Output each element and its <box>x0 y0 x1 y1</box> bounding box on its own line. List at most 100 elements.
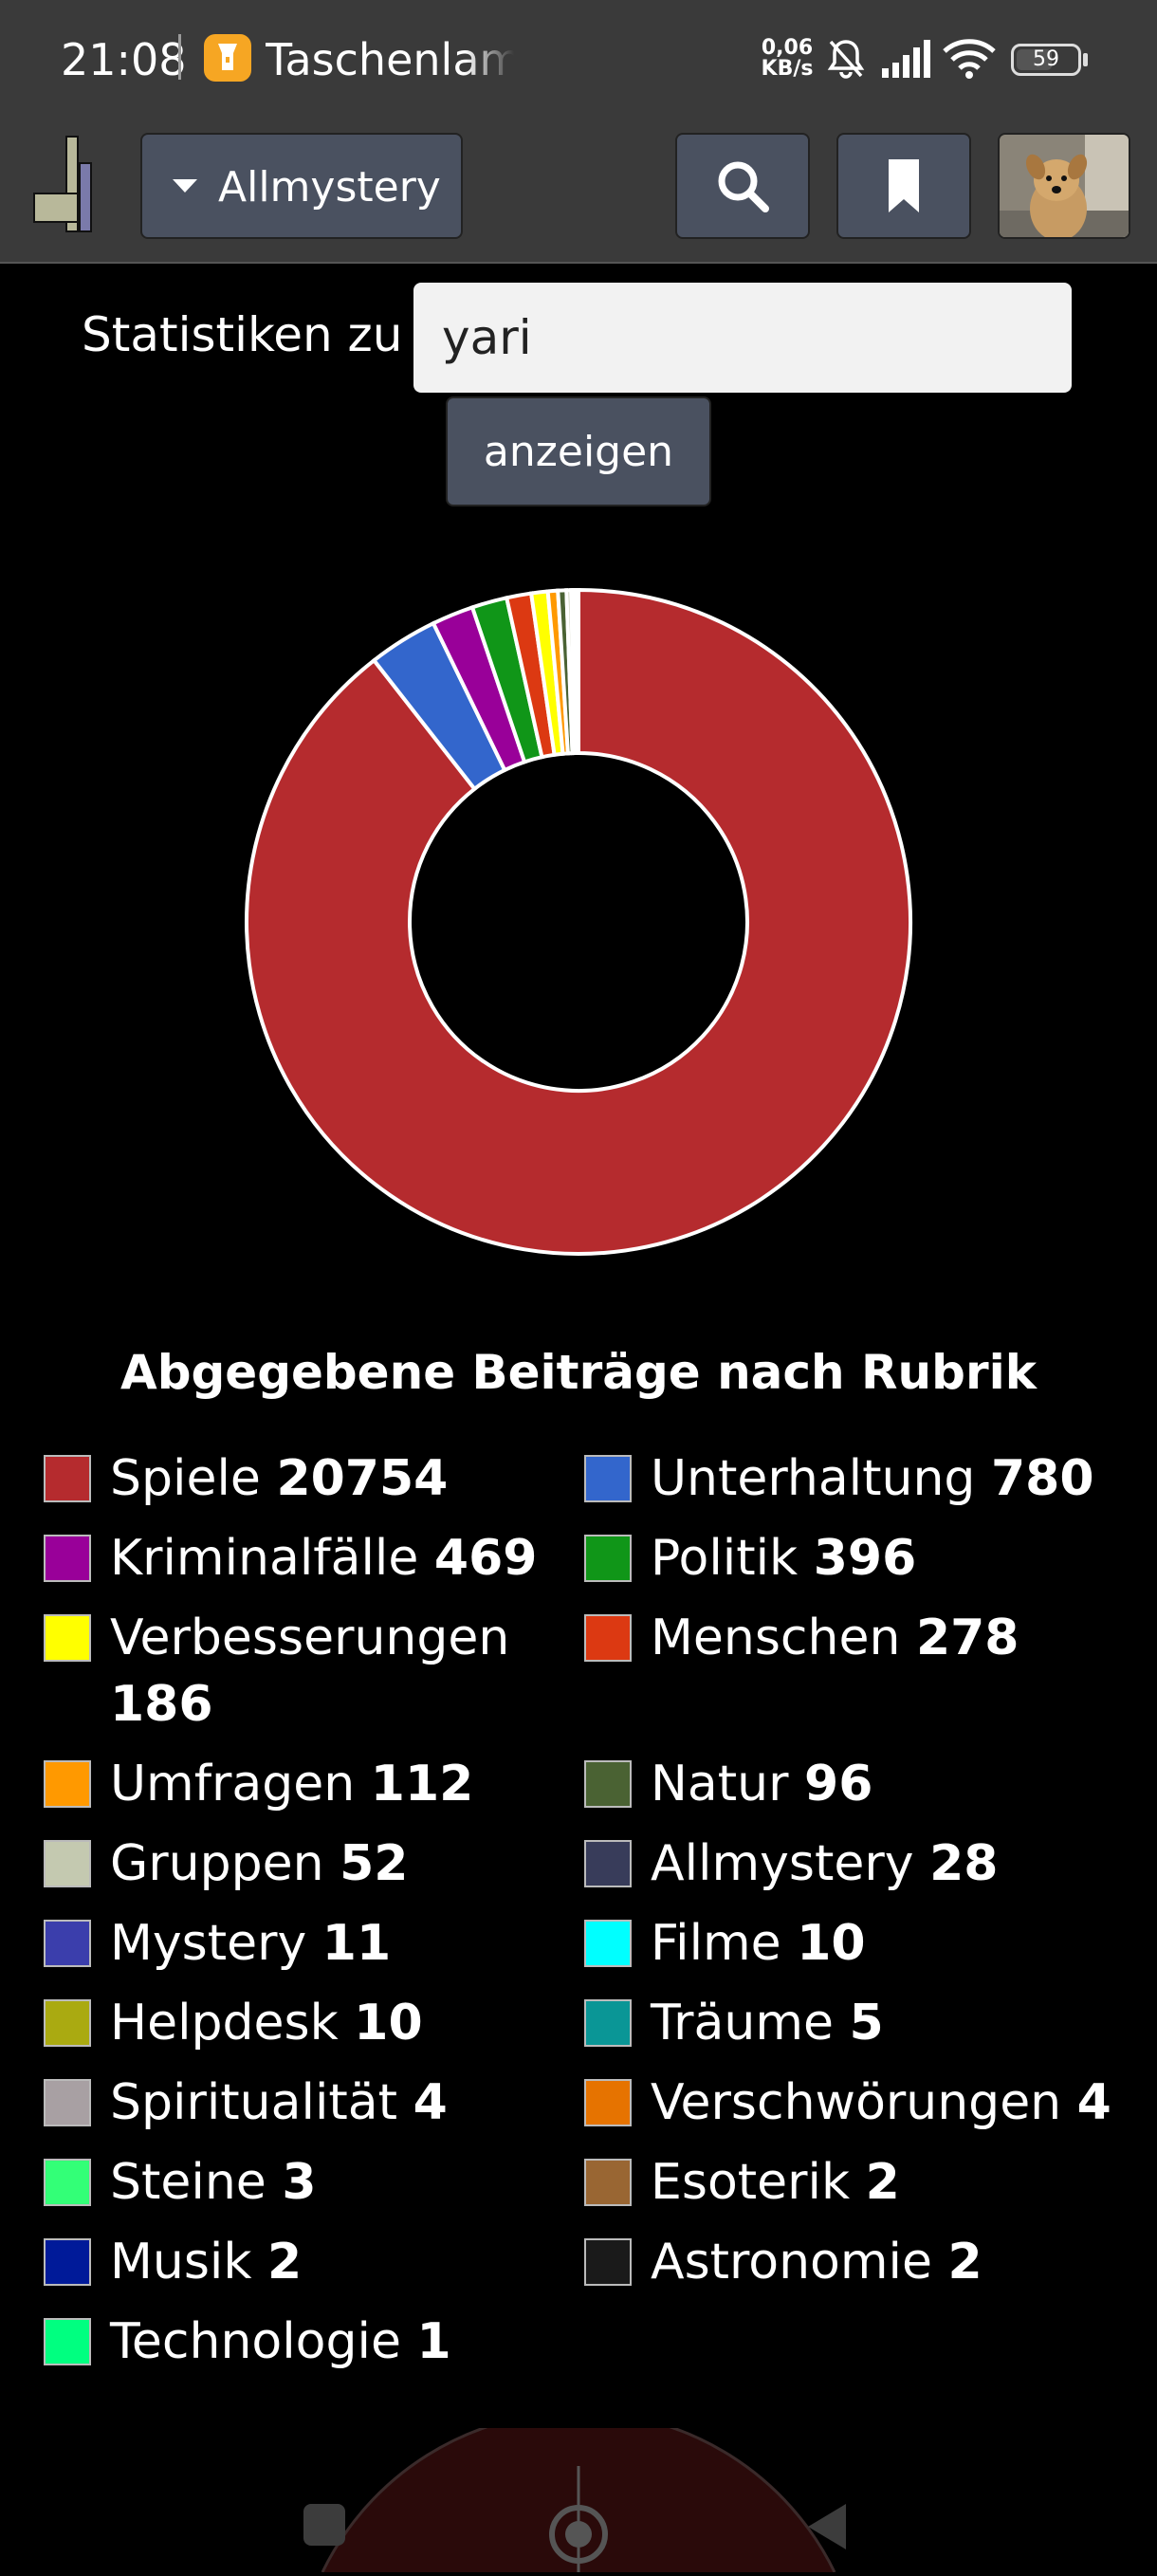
bell-muted-icon <box>823 36 869 82</box>
legend-item: Esoterik 2 <box>584 2149 1125 2216</box>
legend-row: Technologie 1 <box>44 2309 1125 2375</box>
legend-swatch <box>44 1840 91 1887</box>
legend-value: 20754 <box>276 1450 448 1507</box>
legend-item: Spiele 20754 <box>44 1445 584 1512</box>
legend-value: 112 <box>371 1756 474 1812</box>
legend-item: Politik 396 <box>584 1525 1125 1592</box>
legend-item: Steine 3 <box>44 2149 584 2216</box>
legend-item: Technologie 1 <box>44 2309 584 2375</box>
bookmark-button[interactable] <box>836 133 971 239</box>
legend-label: Verschwörungen <box>651 2074 1077 2131</box>
legend-text: Träume 5 <box>651 1990 1125 2056</box>
network-speed: 0,06 KB/s <box>761 38 814 80</box>
legend-label: Gruppen <box>110 1835 340 1892</box>
wifi-icon <box>943 38 996 80</box>
legend-row: Verbesserungen 186 Menschen 278 <box>44 1605 1125 1738</box>
legend-value: 10 <box>797 1915 865 1972</box>
legend-label: Steine <box>110 2154 282 2211</box>
status-bar: 21:08 Taschenlampe 0,06 KB/s 59 <box>0 0 1157 120</box>
legend-swatch <box>584 1999 632 2047</box>
home-button[interactable] <box>541 2496 616 2572</box>
legend-text: Esoterik 2 <box>651 2149 1125 2216</box>
legend-value: 10 <box>354 1995 422 2052</box>
legend-value: 2 <box>866 2154 900 2211</box>
legend-swatch <box>44 1999 91 2047</box>
legend-label: Musik <box>110 2234 267 2291</box>
legend-value: 96 <box>804 1756 872 1812</box>
legend-item: Träume 5 <box>584 1990 1125 2056</box>
legend-text: Umfragen 112 <box>110 1751 584 1817</box>
legend-item: Spiritualität 4 <box>44 2070 584 2136</box>
legend-text: Filme 10 <box>651 1910 1125 1977</box>
legend-label: Spiele <box>110 1450 276 1507</box>
chart-title: Abgegebene Beiträge nach Rubrik <box>0 1345 1157 1400</box>
flashlight-icon <box>204 34 251 82</box>
legend-text: Gruppen 52 <box>110 1831 584 1897</box>
legend-swatch <box>584 2079 632 2126</box>
legend-text: Menschen 278 <box>651 1605 1125 1671</box>
legend-text: Verschwörungen 4 <box>651 2070 1125 2136</box>
legend-row: Umfragen 112 Natur 96 <box>44 1751 1125 1817</box>
legend-item: Unterhaltung 780 <box>584 1445 1125 1512</box>
legend-label: Umfragen <box>110 1756 371 1812</box>
legend-value: 469 <box>434 1530 538 1587</box>
legend-value: 4 <box>413 2074 448 2131</box>
forum-select-label: Allmystery <box>218 163 441 212</box>
legend-item: Natur 96 <box>584 1751 1125 1817</box>
forum-select[interactable]: Allmystery <box>140 133 463 239</box>
legend-label: Filme <box>651 1915 797 1972</box>
legend-value: 186 <box>110 1676 213 1733</box>
legend-label: Träume <box>651 1995 850 2052</box>
legend-value: 2 <box>267 2234 302 2291</box>
legend-swatch <box>44 1535 91 1582</box>
legend-swatch <box>44 1455 91 1502</box>
bookmark-icon <box>885 157 923 214</box>
legend-item: Kriminalfälle 469 <box>44 1525 584 1592</box>
recent-apps-button[interactable] <box>303 2504 345 2546</box>
legend-row: Helpdesk 10 Träume 5 <box>44 1990 1125 2056</box>
legend-swatch <box>44 1760 91 1808</box>
search-icon <box>712 156 773 216</box>
legend-label: Mystery <box>110 1915 322 1972</box>
legend-item <box>584 2309 1125 2375</box>
legend-swatch <box>584 2159 632 2206</box>
legend-label: Helpdesk <box>110 1995 354 2052</box>
legend-label: Verbesserungen <box>110 1610 509 1666</box>
legend-item: Allmystery 28 <box>584 1831 1125 1897</box>
legend-swatch <box>44 1920 91 1967</box>
user-avatar[interactable] <box>998 133 1130 239</box>
battery-percent: 59 <box>1014 47 1078 72</box>
status-separator <box>178 34 181 80</box>
show-stats-button[interactable]: anzeigen <box>446 396 711 506</box>
legend-text: Astronomie 2 <box>651 2229 1125 2295</box>
legend-label: Technologie <box>110 2313 416 2370</box>
legend-item: Musik 2 <box>44 2229 584 2295</box>
legend-text: Spiritualität 4 <box>110 2070 584 2136</box>
legend-text: Musik 2 <box>110 2229 584 2295</box>
search-button[interactable] <box>675 133 810 239</box>
allmystery-logo[interactable] <box>32 127 112 241</box>
legend-value: 4 <box>1077 2074 1111 2131</box>
legend-text: Natur 96 <box>651 1751 1125 1817</box>
legend-label: Politik <box>651 1530 814 1587</box>
system-nav-bar <box>0 2428 1157 2572</box>
legend-swatch <box>44 2238 91 2286</box>
stats-username-input[interactable] <box>413 283 1072 393</box>
signal-icon <box>880 40 933 78</box>
legend-text: Spiele 20754 <box>110 1445 584 1512</box>
legend-item: Umfragen 112 <box>44 1751 584 1817</box>
legend-text: Helpdesk 10 <box>110 1990 584 2056</box>
app-header: Allmystery <box>0 120 1157 264</box>
legend-swatch <box>584 1455 632 1502</box>
legend-swatch <box>584 1920 632 1967</box>
legend-label: Esoterik <box>651 2154 866 2211</box>
legend-text: Allmystery 28 <box>651 1831 1125 1897</box>
legend-label: Spiritualität <box>110 2074 413 2131</box>
back-button[interactable] <box>802 2500 850 2553</box>
legend-label: Kriminalfälle <box>110 1530 434 1587</box>
legend-swatch <box>584 1760 632 1808</box>
legend-value: 28 <box>929 1835 998 1892</box>
legend-value: 52 <box>340 1835 408 1892</box>
